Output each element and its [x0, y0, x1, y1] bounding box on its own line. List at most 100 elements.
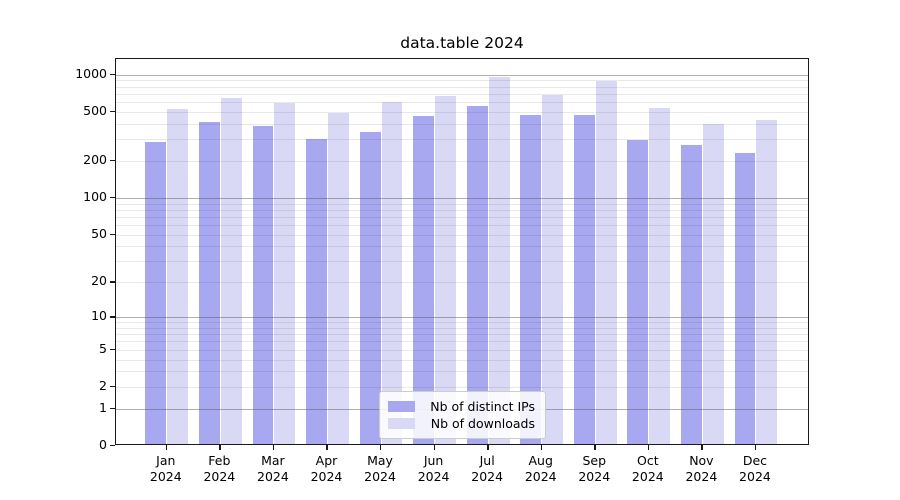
- bar-distinct-ips-apr: [306, 139, 327, 444]
- y-axis-tick-100: [110, 196, 115, 199]
- gridline-6: [116, 341, 808, 343]
- legend-swatch-distinct-ips-icon: [388, 401, 415, 412]
- bar-downloads-may: [381, 101, 403, 444]
- x-label-year: 2024: [257, 469, 289, 484]
- legend-row-downloads: Nb of downloads: [388, 416, 535, 431]
- x-label-month: Mar: [261, 453, 285, 468]
- y-axis-label-20: 20: [91, 273, 107, 289]
- x-axis-tick-jun: [433, 445, 435, 450]
- x-axis-label-jan: Jan 2024: [136, 453, 196, 485]
- x-label-month: Sep: [582, 453, 607, 468]
- bar-downloads-jul: [488, 76, 510, 444]
- x-label-year: 2024: [364, 469, 396, 484]
- gridline-100: [116, 197, 808, 199]
- gridline-90: [116, 203, 808, 205]
- bar-distinct-ips-mar: [252, 126, 274, 444]
- x-label-month: Jun: [423, 453, 444, 468]
- x-axis-tick-mar: [272, 445, 275, 450]
- x-label-year: 2024: [578, 469, 611, 484]
- gridline-40: [116, 246, 808, 248]
- bar-distinct-ips-feb: [198, 121, 220, 444]
- gridline-20: [116, 282, 808, 284]
- x-label-month: Feb: [208, 453, 231, 468]
- x-axis-tick-dec: [754, 445, 757, 450]
- y-axis-tick-50: [110, 233, 115, 236]
- x-axis-tick-sep: [594, 445, 596, 450]
- x-label-year: 2024: [631, 469, 664, 484]
- x-axis-tick-may: [380, 445, 382, 450]
- x-label-year: 2024: [524, 469, 557, 484]
- x-axis-tick-jul: [487, 445, 489, 450]
- x-axis-tick-aug: [540, 445, 543, 450]
- gridline-700: [116, 93, 808, 95]
- bar-downloads-jan: [167, 109, 189, 444]
- bar-downloads-nov: [702, 124, 724, 444]
- legend-row-distinct-ips: Nb of distinct IPs: [388, 399, 535, 414]
- x-axis-label-jun: Jun 2024: [404, 453, 464, 485]
- gridline-3: [116, 371, 808, 373]
- x-axis-tick-oct: [647, 445, 650, 450]
- x-axis-tick-feb: [219, 445, 221, 450]
- legend-label-downloads: Nb of downloads: [430, 416, 535, 431]
- y-axis-tick-5: [110, 348, 115, 351]
- chart-title: data.table 2024: [400, 34, 524, 52]
- bar-downloads-aug: [542, 95, 564, 444]
- x-axis-tick-jan: [165, 445, 168, 450]
- bar-distinct-ips-jun: [413, 116, 435, 444]
- gridline-900: [116, 80, 808, 82]
- gridline-500: [116, 111, 808, 113]
- x-axis-label-feb: Feb 2024: [189, 453, 249, 485]
- bar-distinct-ips-aug: [520, 115, 542, 444]
- x-axis-label-mar: Mar 2024: [243, 453, 303, 485]
- bar-distinct-ips-jul: [466, 106, 488, 444]
- plot-area: Nb of distinct IPs Nb of downloads: [115, 58, 809, 445]
- gridline-600: [116, 102, 808, 104]
- gridline-30: [116, 261, 808, 263]
- bar-downloads-oct: [649, 107, 671, 444]
- x-axis-label-aug: Aug 2024: [511, 453, 571, 485]
- x-axis-label-oct: Oct 2024: [618, 453, 678, 485]
- gridline-2: [116, 386, 808, 388]
- x-label-year: 2024: [149, 469, 182, 484]
- gridline-300: [116, 139, 808, 141]
- x-label-month: Jan: [156, 453, 176, 468]
- x-label-year: 2024: [203, 469, 236, 484]
- gridline-400: [116, 123, 808, 125]
- legend: Nb of distinct IPs Nb of downloads: [379, 391, 546, 439]
- x-label-month: Apr: [315, 453, 338, 468]
- y-axis-tick-20: [110, 281, 115, 283]
- gridline-200: [116, 160, 808, 162]
- x-axis-label-dec: Dec 2024: [725, 453, 785, 485]
- y-axis-label-10: 10: [91, 308, 107, 324]
- y-axis-label-500: 500: [83, 102, 107, 118]
- x-axis-label-jul: Jul 2024: [457, 453, 517, 485]
- y-axis-label-50: 50: [91, 225, 107, 241]
- x-label-month: May: [367, 453, 393, 468]
- y-axis-label-1000: 1000: [75, 65, 107, 81]
- y-axis-tick-1000: [110, 73, 115, 76]
- x-axis-label-sep: Sep 2024: [564, 453, 624, 485]
- bar-downloads-mar: [274, 102, 296, 444]
- gridline-5: [116, 349, 808, 351]
- bar-downloads-sep: [595, 81, 617, 444]
- grid-layer: [116, 59, 808, 444]
- gridline-70: [116, 216, 808, 218]
- x-label-month: Oct: [637, 453, 659, 468]
- bar-downloads-apr: [327, 112, 349, 444]
- bars-layer: [116, 59, 808, 444]
- bar-distinct-ips-dec: [734, 152, 756, 444]
- gridline-8: [116, 327, 808, 329]
- bar-downloads-dec: [756, 119, 778, 444]
- gridline-4: [116, 359, 808, 361]
- x-label-month: Jul: [479, 453, 495, 468]
- y-axis-label-2: 2: [99, 377, 107, 393]
- bar-distinct-ips-jan: [145, 141, 167, 444]
- y-axis-tick-1: [110, 407, 115, 410]
- y-axis-label-0: 0: [99, 437, 107, 452]
- x-axis-tick-apr: [326, 445, 328, 450]
- y-axis-tick-200: [110, 159, 115, 162]
- x-label-year: 2024: [310, 469, 343, 484]
- x-label-month: Dec: [742, 453, 768, 468]
- y-axis-tick-2: [110, 385, 115, 388]
